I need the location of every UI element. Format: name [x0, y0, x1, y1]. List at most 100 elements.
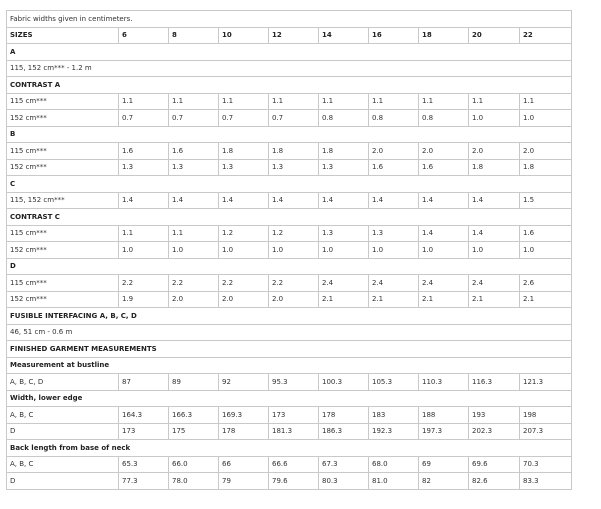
value-cell: 178 — [318, 406, 369, 424]
table-row: 115, 152 cm*** 1.4 1.4 1.4 1.4 1.4 1.4 1.4 1.4 1.… — [6, 191, 573, 209]
note-row: Fabric widths given in centimeters. — [5, 10, 573, 28]
row-label: 152 cm*** — [6, 158, 119, 176]
value-cell: 110.3 — [418, 373, 469, 391]
table-row: A, B, C, D 87 89 92 95.3 100.3 105.3 110.3 116.3… — [6, 373, 573, 391]
value-cell: 1.0 — [318, 241, 369, 259]
value-cell: 1.8 — [318, 142, 369, 160]
section-row: CONTRAST C — [5, 208, 573, 226]
section-row: C — [5, 175, 573, 193]
value-cell: 169.3 — [218, 406, 269, 424]
note-cell: Fabric widths given in centimeters. — [5, 10, 573, 28]
section-heading: CONTRAST A — [5, 76, 573, 94]
value-cell: 95.3 — [268, 373, 319, 391]
value-cell: 186.3 — [318, 422, 369, 440]
section-row: FINISHED GARMENT MEASUREMENTS — [5, 340, 573, 358]
yardage-row: 115, 152 cm*** - 1.2 m — [5, 59, 573, 77]
value-cell: 92 — [218, 373, 269, 391]
section-heading: A — [5, 43, 573, 61]
value-cell: 2.0 — [218, 290, 269, 308]
value-cell: 1.8 — [218, 142, 269, 160]
row-label: 115 cm*** — [6, 142, 119, 160]
yardage-cell: 115, 152 cm*** - 1.2 m — [5, 59, 573, 77]
value-cell: 2.0 — [168, 290, 219, 308]
value-cell: 166.3 — [168, 406, 219, 424]
value-cell: 0.7 — [168, 109, 219, 127]
value-cell: 192.3 — [368, 422, 419, 440]
value-cell: 1.4 — [468, 191, 520, 209]
value-cell: 1.3 — [218, 158, 269, 176]
size-cell: 14 — [318, 26, 369, 44]
row-label: A, B, C — [6, 455, 119, 473]
yardage-table: Fabric widths given in centimeters. SIZE… — [5, 10, 573, 490]
value-cell: 1.4 — [368, 191, 419, 209]
value-cell: 89 — [168, 373, 219, 391]
value-cell: 173 — [118, 422, 169, 440]
size-cell: 8 — [168, 26, 219, 44]
value-cell: 1.1 — [368, 92, 419, 110]
size-cell: 6 — [118, 26, 169, 44]
value-cell: 1.3 — [118, 158, 169, 176]
table-row: 152 cm***1.01.01.01.01.01.01.01.01.0m — [6, 241, 573, 259]
table-row: 152 cm***0.70.70.70.70.80.80.81.01.0m — [6, 109, 573, 127]
value-cell: 198 — [518, 406, 573, 424]
value-cell: 68.0 — [368, 455, 419, 473]
value-cell: 1.8 — [468, 158, 520, 176]
value-cell: 1.5 — [518, 191, 573, 209]
value-cell: 1.6 — [168, 142, 219, 160]
value-cell: 1.1 — [468, 92, 520, 110]
value-cell: 1.3 — [368, 224, 419, 242]
value-cell: 2.2 — [218, 274, 269, 292]
value-cell: 164.3 — [118, 406, 169, 424]
value-cell: 0.7 — [268, 109, 319, 127]
value-cell: 1.1 — [168, 224, 219, 242]
section-heading: FINISHED GARMENT MEASUREMENTS — [5, 340, 573, 358]
value-cell: 2.1 — [418, 290, 469, 308]
row-label: 152 cm*** — [6, 109, 119, 127]
value-cell: 193 — [468, 406, 520, 424]
value-cell: 1.4 — [318, 191, 369, 209]
value-cell: 1.3 — [318, 158, 369, 176]
table-row: 152 cm***1.31.31.31.31.31.61.61.81.8m — [6, 158, 573, 176]
row-label: 115 cm*** — [6, 224, 119, 242]
value-cell: 1.0 — [518, 109, 573, 127]
value-cell: 1.0 — [418, 241, 469, 259]
value-cell: 202.3 — [468, 422, 520, 440]
size-cell: 18 — [418, 26, 469, 44]
row-label: A, B, C, D — [6, 373, 119, 391]
value-cell: 2.1 — [518, 290, 573, 308]
value-cell: 70.3 — [518, 455, 573, 473]
value-cell: 1.1 — [418, 92, 469, 110]
value-cell: 181.3 — [268, 422, 319, 440]
section-row: D — [5, 257, 573, 275]
value-cell: 105.3 — [368, 373, 419, 391]
value-cell: 1.0 — [218, 241, 269, 259]
value-cell: 2.4 — [368, 274, 419, 292]
value-cell: 2.2 — [118, 274, 169, 292]
value-cell: 82 — [418, 472, 469, 490]
value-cell: 0.7 — [118, 109, 169, 127]
section-row: CONTRAST A — [5, 76, 573, 94]
yardage-row: 46, 51 cm - 0.6 m — [5, 323, 573, 341]
value-cell: 79 — [218, 472, 269, 490]
value-cell: 82.6 — [468, 472, 520, 490]
value-cell: 1.1 — [168, 92, 219, 110]
size-cell: 22 — [518, 26, 573, 44]
row-label: A, B, C — [6, 406, 119, 424]
value-cell: 0.8 — [318, 109, 369, 127]
section-heading: B — [5, 125, 573, 143]
value-cell: 178 — [218, 422, 269, 440]
section-heading: FUSIBLE INTERFACING A, B, C, D — [5, 307, 573, 325]
value-cell: 78.0 — [168, 472, 219, 490]
value-cell: 1.1 — [318, 92, 369, 110]
value-cell: 207.3 — [518, 422, 573, 440]
value-cell: 2.1 — [468, 290, 520, 308]
row-label: D — [6, 472, 119, 490]
value-cell: 2.0 — [368, 142, 419, 160]
value-cell: 2.4 — [418, 274, 469, 292]
row-label: 115 cm*** — [6, 274, 119, 292]
value-cell: 1.3 — [268, 158, 319, 176]
value-cell: 1.1 — [518, 92, 573, 110]
table-row: A, B, C65.366.06666.667.368.06969.670.3c… — [6, 455, 573, 473]
value-cell: 1.4 — [218, 191, 269, 209]
